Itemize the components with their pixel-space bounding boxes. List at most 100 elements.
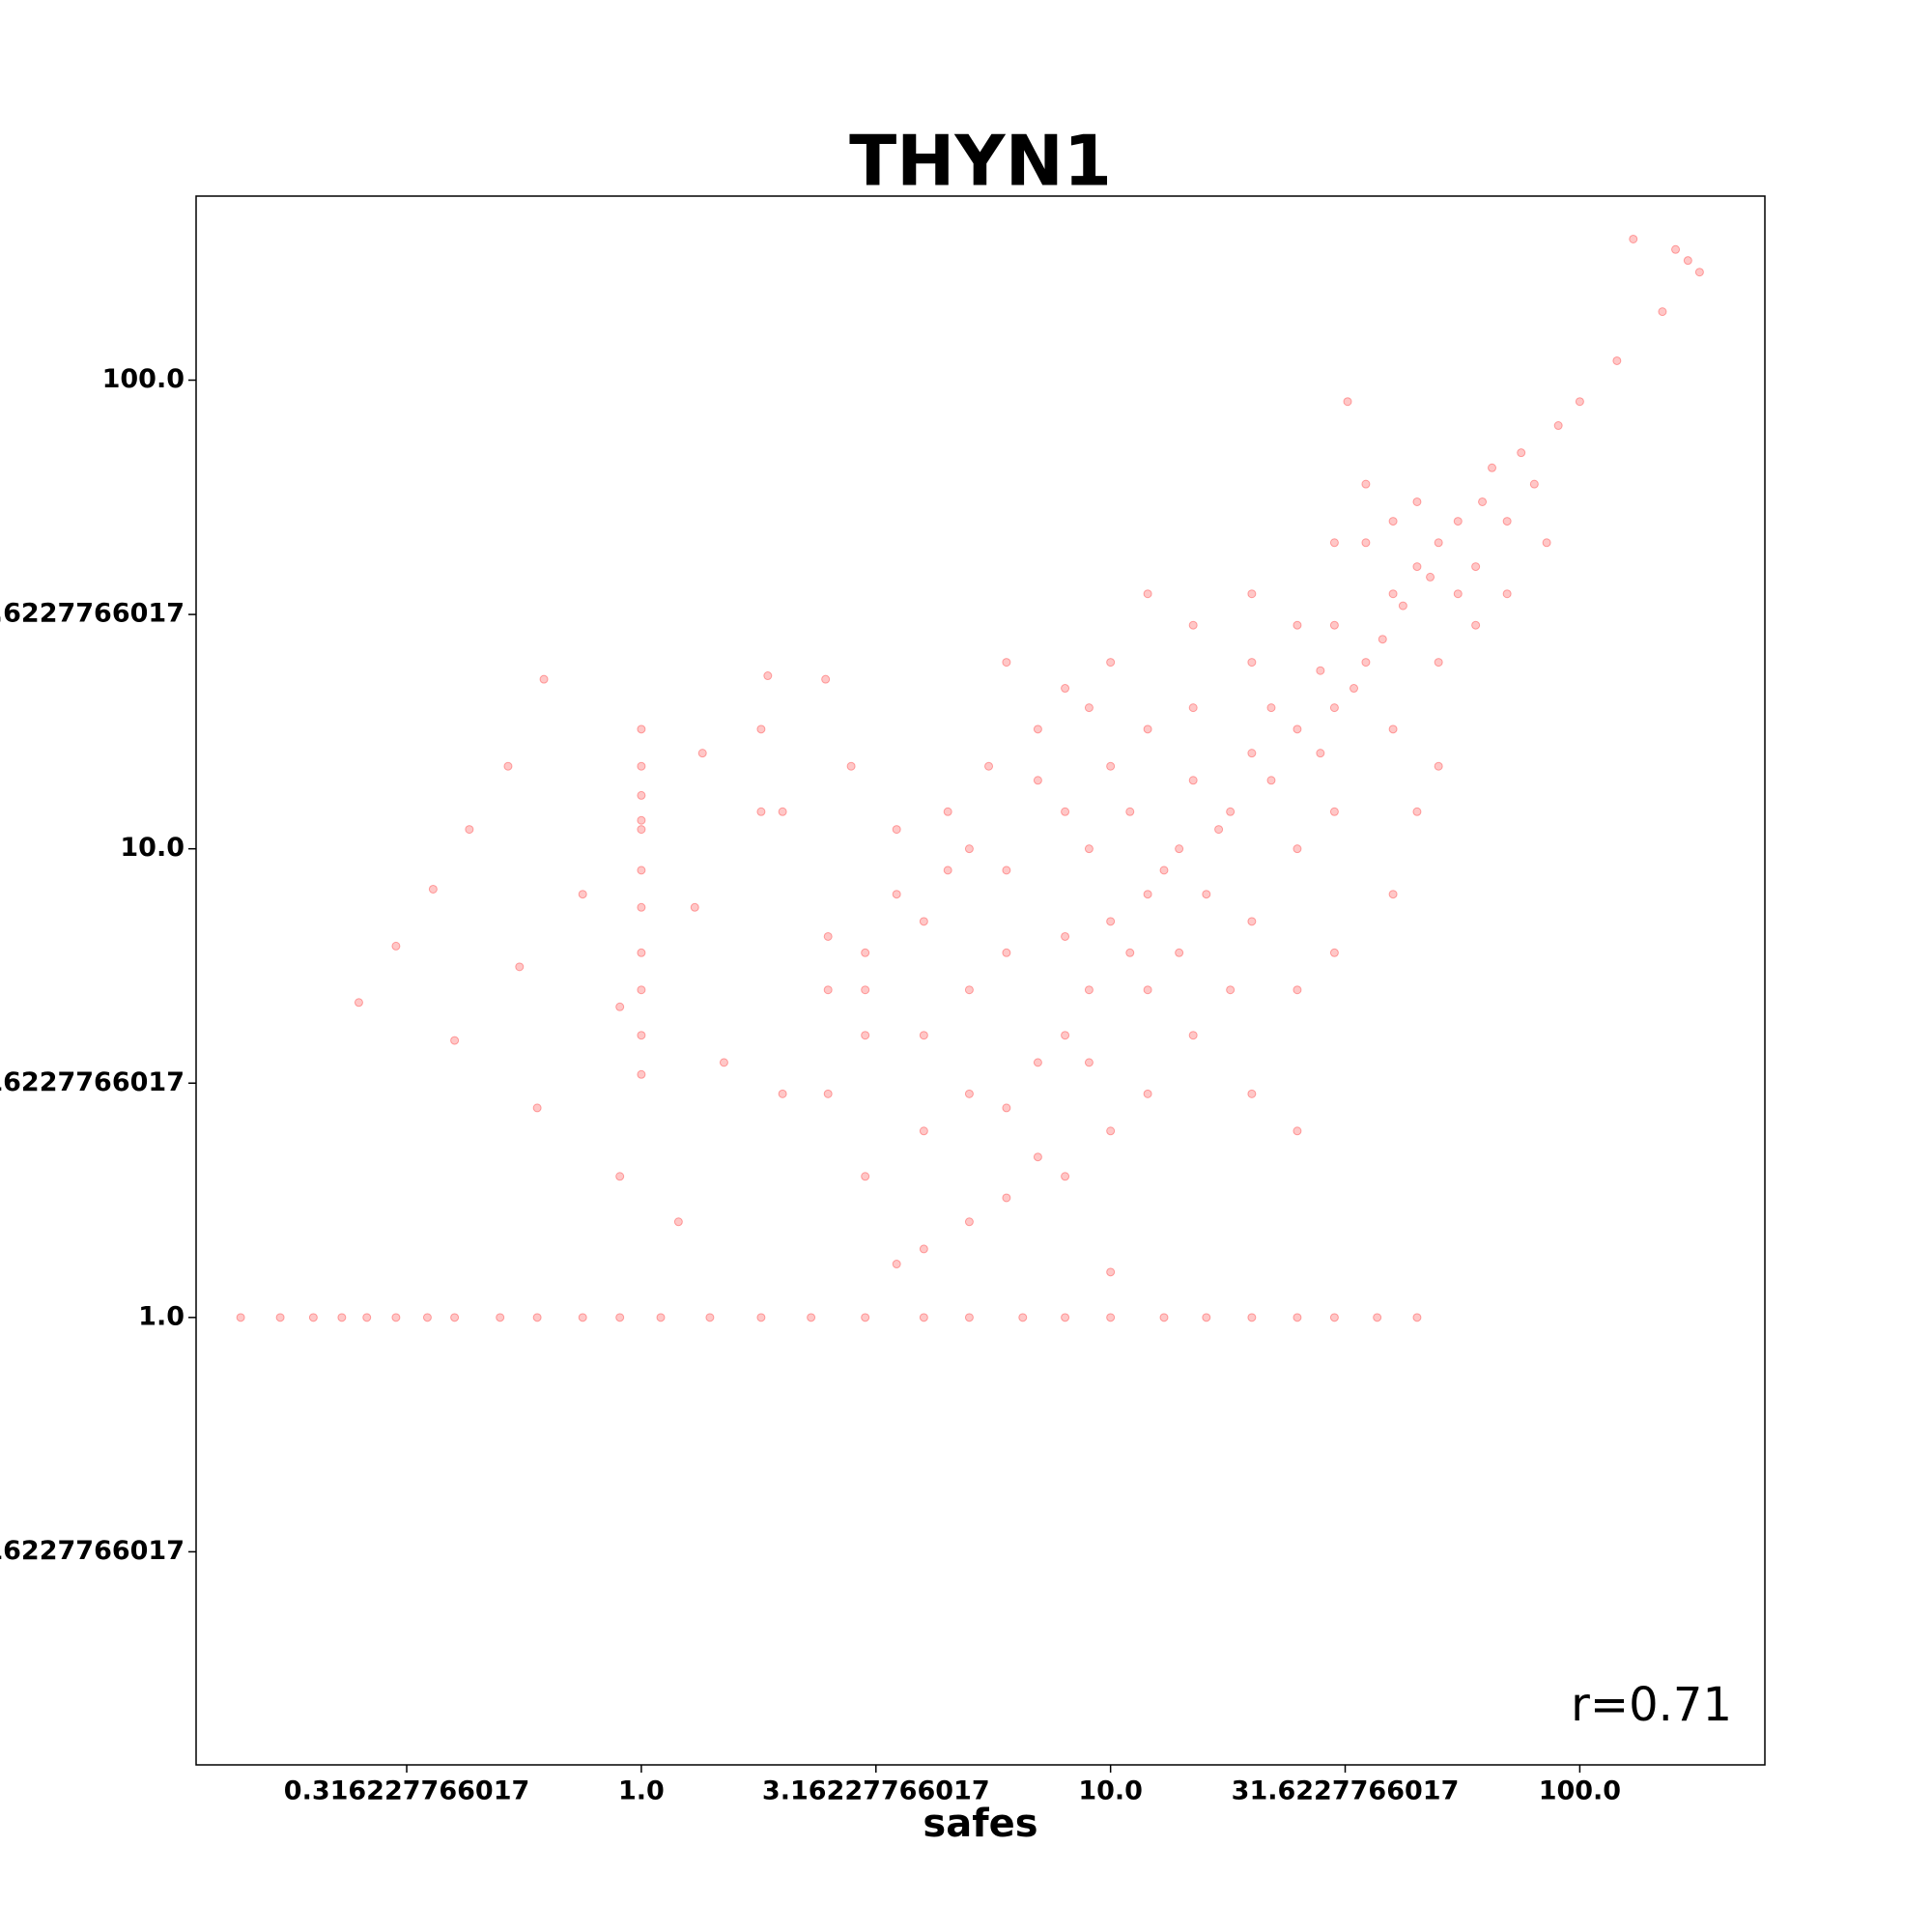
point: [637, 1069, 646, 1079]
point: [1517, 448, 1526, 458]
point: [892, 1260, 901, 1269]
point: [1434, 658, 1443, 668]
point: [1502, 517, 1512, 526]
point: [719, 1058, 728, 1067]
point: [1188, 776, 1198, 785]
annotation: r=0.71: [1571, 1678, 1732, 1732]
point: [1159, 866, 1169, 875]
point: [391, 1313, 401, 1322]
point: [362, 1313, 372, 1322]
point: [1398, 601, 1407, 611]
point: [1106, 1313, 1116, 1322]
x-tick-label: 0.316227766017: [284, 1776, 529, 1806]
point: [637, 902, 646, 912]
point: [1002, 1193, 1011, 1203]
point: [1343, 397, 1352, 407]
point: [1143, 985, 1152, 995]
point: [1106, 1267, 1116, 1277]
point: [1188, 1031, 1198, 1040]
point: [1084, 844, 1094, 854]
point: [1202, 1313, 1211, 1322]
point: [1553, 421, 1563, 431]
point: [1125, 948, 1135, 957]
point: [1575, 397, 1584, 407]
point: [1373, 1313, 1382, 1322]
point: [1412, 562, 1422, 572]
point: [1033, 776, 1042, 785]
point: [1266, 776, 1276, 785]
point: [1612, 355, 1622, 365]
x-tick-label: 31.6227766017: [1232, 1776, 1460, 1806]
point: [778, 807, 787, 816]
point: [892, 825, 901, 835]
point: [1084, 1058, 1094, 1067]
point: [919, 1313, 928, 1322]
point: [1453, 589, 1463, 599]
point: [1247, 917, 1257, 926]
point: [705, 1313, 715, 1322]
point: [1143, 1089, 1152, 1098]
point: [1329, 1313, 1339, 1322]
point: [823, 931, 833, 941]
point: [964, 1313, 974, 1322]
point: [1293, 724, 1302, 734]
point: [422, 1313, 432, 1322]
x-tick-label: 10.0: [1078, 1776, 1143, 1806]
point: [763, 671, 773, 681]
point: [465, 825, 474, 835]
point: [1033, 1152, 1042, 1162]
point: [1002, 866, 1011, 875]
point: [1247, 1313, 1257, 1322]
point: [1488, 463, 1497, 472]
point: [1502, 589, 1512, 599]
point: [846, 761, 856, 771]
point: [1329, 538, 1339, 548]
point: [236, 1313, 245, 1322]
point: [1106, 658, 1116, 668]
point: [1453, 517, 1463, 526]
point: [1061, 807, 1070, 816]
point: [515, 962, 525, 972]
point: [1293, 1313, 1302, 1322]
point: [578, 890, 587, 899]
point: [1478, 497, 1488, 506]
point: [861, 1172, 870, 1181]
point: [823, 1089, 833, 1098]
point: [807, 1313, 816, 1322]
y-tick-label: 0.316227766017: [0, 1536, 185, 1566]
point: [1175, 844, 1184, 854]
point: [964, 985, 974, 995]
y-tick-label: 31.6227766017: [0, 599, 185, 629]
point: [1329, 807, 1339, 816]
point: [637, 985, 646, 995]
point: [1329, 620, 1339, 630]
point: [1143, 890, 1152, 899]
point: [821, 674, 831, 684]
point: [1694, 268, 1704, 277]
point: [1542, 538, 1551, 548]
point: [428, 884, 438, 894]
points: [236, 234, 1704, 1322]
point: [308, 1313, 318, 1322]
point: [1266, 703, 1276, 713]
chart-title: THYN1: [849, 121, 1112, 202]
point: [1226, 807, 1236, 816]
point: [1247, 589, 1257, 599]
point: [1061, 1313, 1070, 1322]
point: [1214, 825, 1224, 835]
point: [637, 815, 646, 825]
point: [1293, 985, 1302, 995]
point: [964, 844, 974, 854]
point: [1388, 589, 1398, 599]
point: [1143, 724, 1152, 734]
point: [275, 1313, 285, 1322]
point: [1061, 931, 1070, 941]
point: [1002, 948, 1011, 957]
point: [919, 1244, 928, 1254]
point: [756, 807, 766, 816]
point: [964, 1089, 974, 1098]
point: [1350, 684, 1359, 694]
point: [532, 1103, 542, 1113]
point: [637, 724, 646, 734]
